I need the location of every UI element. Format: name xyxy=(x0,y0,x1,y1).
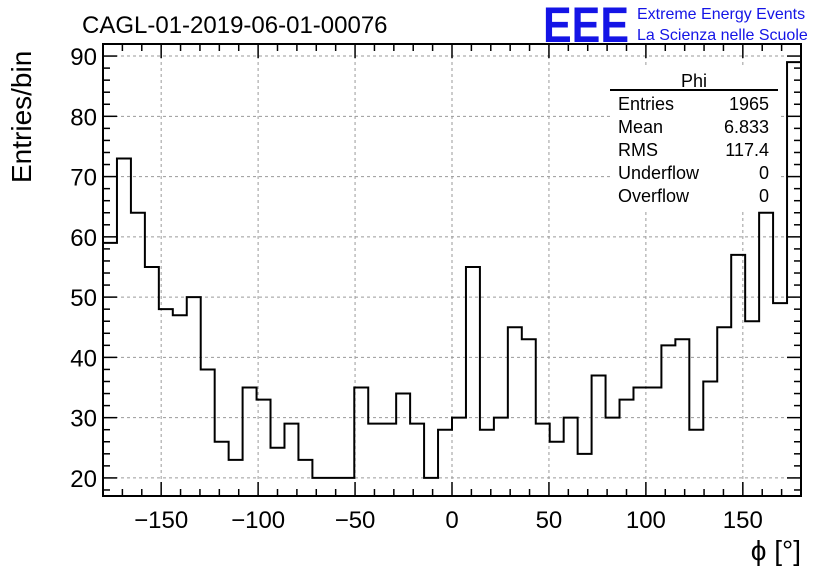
stats-value: 117.4 xyxy=(725,140,769,160)
x-tick-label: 150 xyxy=(723,507,763,534)
stats-label: Mean xyxy=(618,117,663,137)
stats-value: 0 xyxy=(759,186,769,206)
eee-logo: EEE Extreme Energy Events La Scienza nel… xyxy=(543,0,808,53)
stats-value: 1965 xyxy=(729,94,769,114)
y-tick-label: 80 xyxy=(70,104,97,131)
y-tick-label: 50 xyxy=(70,285,97,312)
x-tick-label: 100 xyxy=(626,507,666,534)
x-tick-label: −100 xyxy=(231,507,285,534)
chart-title: CAGL-01-2019-06-01-00076 xyxy=(82,12,388,39)
y-tick-label: 30 xyxy=(70,406,97,433)
stats-label: Overflow xyxy=(618,186,690,206)
x-tick-label: −50 xyxy=(335,507,376,534)
x-tick-labels: −150 −100 −50 0 50 100 150 xyxy=(134,507,763,534)
stats-label: Underflow xyxy=(618,163,700,183)
y-tick-label: 60 xyxy=(70,225,97,252)
x-tick-label: −150 xyxy=(134,507,188,534)
y-axis-label: Entries/bin xyxy=(6,51,37,183)
stats-title: Phi xyxy=(681,71,707,91)
histogram-series xyxy=(103,61,801,479)
logo-line-2: La Scienza nelle Scuole xyxy=(637,27,808,44)
x-tick-label: 0 xyxy=(445,507,458,534)
y-tick-label: 90 xyxy=(70,44,97,71)
y-tick-label: 70 xyxy=(70,165,97,192)
stats-rows: Entries 1965 Mean 6.833 RMS 117.4 Underflow 0 Ov… xyxy=(618,94,769,206)
y-tick-label: 20 xyxy=(70,466,97,493)
stats-box: Phi Entries 1965 Mean 6.833 RMS 117.4 Underflo… xyxy=(610,66,778,211)
y-tick-labels: 20 30 40 50 60 70 80 90 xyxy=(70,44,97,493)
logo-line-1: Extreme Energy Events xyxy=(637,6,805,23)
stats-label: RMS xyxy=(618,140,658,160)
x-axis-label: ϕ [°] xyxy=(751,535,801,566)
stats-label: Entries xyxy=(618,94,674,114)
stats-value: 6.833 xyxy=(724,117,769,137)
logo-mark: EEE xyxy=(543,0,629,53)
stats-value: 0 xyxy=(759,163,769,183)
x-tick-label: 50 xyxy=(536,507,563,534)
axis-ticks xyxy=(102,43,802,496)
y-tick-label: 40 xyxy=(70,345,97,372)
